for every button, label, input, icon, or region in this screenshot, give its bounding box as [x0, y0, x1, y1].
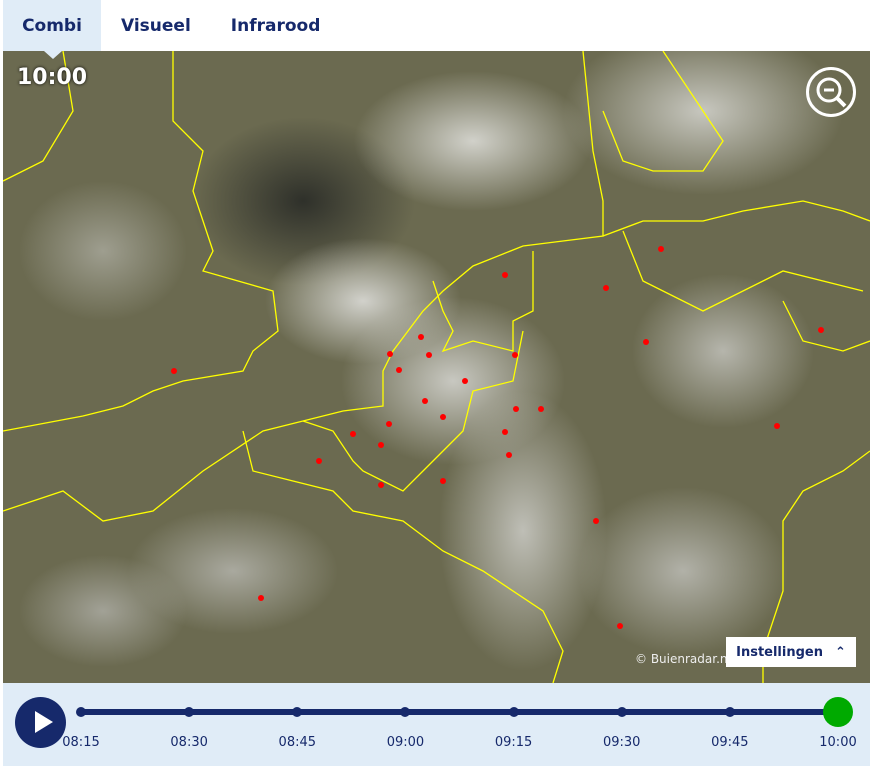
station-marker — [422, 398, 428, 404]
timeline-label: 10:00 — [819, 735, 857, 750]
tab-visueel[interactable]: Visueel — [121, 15, 191, 36]
station-marker — [643, 339, 649, 345]
timeline-step[interactable] — [400, 707, 411, 717]
station-marker — [617, 623, 623, 629]
station-marker — [818, 327, 824, 333]
chevron-up-icon: ⌃ — [834, 644, 846, 660]
station-marker — [462, 378, 468, 384]
tab-bar: Combi Visueel Infrarood — [3, 0, 340, 59]
timeline-step[interactable] — [823, 697, 853, 727]
copyright: © Buienradar.nl — [635, 652, 731, 666]
play-button[interactable] — [15, 697, 66, 748]
timeline-step[interactable] — [292, 707, 303, 717]
timeline-label: 09:30 — [602, 735, 641, 750]
settings-button[interactable]: Instellingen ⌃ — [726, 637, 856, 667]
station-marker — [774, 423, 780, 429]
timeline-bar: 08:15 08:30 08:45 09:00 09:15 09:30 09:45 10:00 — [3, 683, 870, 766]
station-marker — [426, 352, 432, 358]
station-marker — [396, 367, 402, 373]
station-marker — [502, 272, 508, 278]
station-marker — [378, 482, 384, 488]
station-marker — [593, 518, 599, 524]
timeline-label: 08:45 — [278, 735, 317, 750]
timeline-label: 09:00 — [386, 735, 425, 750]
settings-label: Instellingen — [736, 644, 823, 660]
timeline-step[interactable] — [184, 707, 195, 717]
station-marker — [538, 406, 544, 412]
zoom-out-button[interactable] — [806, 67, 856, 117]
tab-infrarood[interactable]: Infrarood — [230, 15, 321, 36]
station-marker — [418, 334, 424, 340]
timeline-step[interactable] — [508, 707, 519, 717]
station-marker — [378, 442, 384, 448]
timeline-step[interactable] — [616, 707, 627, 717]
timeline-step[interactable] — [76, 707, 86, 717]
station-marker — [387, 351, 393, 357]
station-marker — [350, 431, 356, 437]
timeline-step[interactable] — [724, 707, 735, 717]
station-marker — [658, 246, 664, 252]
current-time-label: 10:00 — [17, 65, 88, 90]
station-marker — [386, 421, 392, 427]
station-marker — [440, 478, 446, 484]
station-marker — [603, 285, 609, 291]
timeline-label: 09:15 — [494, 735, 533, 750]
station-marker — [502, 429, 508, 435]
station-marker — [513, 406, 519, 412]
zoom-out-icon — [816, 77, 847, 108]
station-marker — [506, 452, 512, 458]
station-marker — [258, 595, 264, 601]
station-marker — [171, 368, 177, 374]
timeline-label: 09:45 — [711, 735, 749, 750]
satellite-map[interactable]: 10:00 © Buienradar.nl Instellingen ⌃ — [3, 51, 870, 683]
station-markers — [171, 246, 824, 629]
station-marker — [316, 458, 322, 464]
timeline-label: 08:15 — [62, 735, 100, 750]
station-marker — [440, 414, 446, 420]
tab-combi[interactable]: Combi — [3, 0, 101, 59]
station-marker — [512, 352, 518, 358]
timeline-track[interactable] — [80, 709, 842, 715]
timeline-label: 08:30 — [170, 735, 208, 750]
